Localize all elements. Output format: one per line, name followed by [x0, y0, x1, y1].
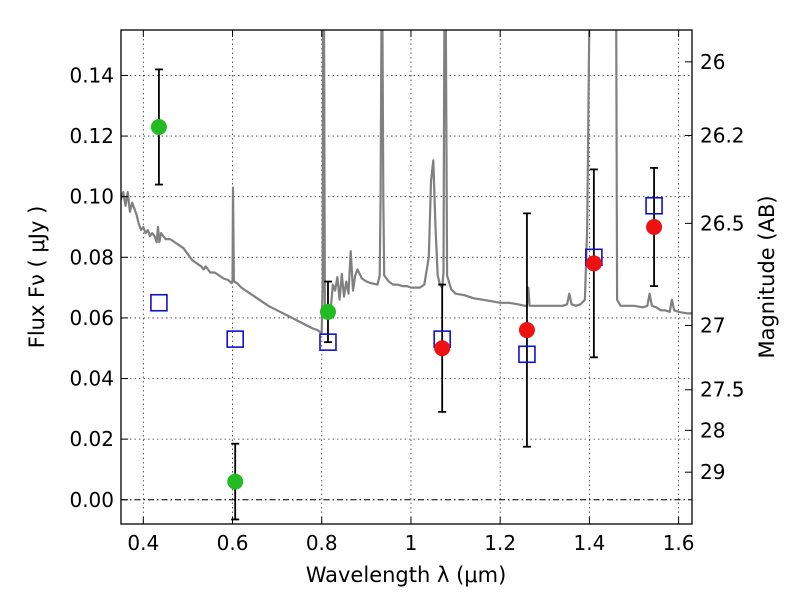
y-tick-label: 0.04 — [69, 367, 114, 391]
model-spectrum-line — [121, 30, 692, 335]
red-circle-point — [434, 340, 451, 357]
right-tick-label: 28 — [700, 418, 725, 442]
right-tick-label: 26.5 — [700, 211, 745, 235]
x-tick-label: 1.2 — [484, 531, 516, 555]
x-axis-label: Wavelength λ (μm) — [306, 563, 507, 587]
right-tick-label: 26 — [700, 50, 725, 74]
x-tick-label: 1.6 — [663, 531, 695, 555]
blue-square-point — [645, 196, 663, 215]
model-spectrum — [121, 30, 692, 335]
y-tick-label: 0.12 — [69, 124, 114, 148]
x-tick-label: 0.8 — [306, 531, 338, 555]
green-circle-point — [227, 473, 244, 490]
y-axis-label: Flux Fν ( μJy ) — [25, 206, 49, 349]
red-circle-point — [585, 255, 602, 272]
data-points — [150, 118, 663, 490]
red-circle-point — [518, 322, 535, 339]
right-tick-label: 27 — [700, 313, 725, 337]
green-circle-point — [319, 303, 336, 320]
x-tick-label: 0.6 — [217, 531, 249, 555]
plot-frame — [120, 29, 693, 525]
y-tick-label: 0.10 — [69, 185, 114, 209]
axis-ticks: 0.4 0.6 0.8 1 1.2 1.4 1.6 0.00 0.02 0.04 0.06 0.08 0… — [69, 30, 745, 555]
y-tick-label: 0.14 — [69, 63, 114, 87]
x-tick-label: 0.4 — [127, 531, 159, 555]
blue-square-point — [319, 333, 337, 351]
red-circle-point — [646, 218, 663, 235]
x-tick-label: 1.4 — [573, 531, 605, 555]
blue-square-point — [518, 345, 536, 364]
right-axis-label: Magnitude (AB) — [755, 195, 779, 358]
x-tick-label: 1 — [405, 531, 418, 555]
blue-square-point — [226, 330, 244, 348]
right-tick-label: 27.5 — [700, 378, 745, 402]
y-tick-label: 0.06 — [69, 306, 114, 330]
y-tick-label: 0.00 — [69, 488, 114, 512]
y-tick-label: 0.08 — [69, 245, 114, 269]
blue-square-point — [150, 293, 168, 312]
right-tick-label: 29 — [700, 460, 725, 484]
green-circle-point — [150, 118, 167, 135]
y-tick-label: 0.02 — [69, 427, 114, 451]
right-tick-label: 26.2 — [700, 123, 745, 147]
